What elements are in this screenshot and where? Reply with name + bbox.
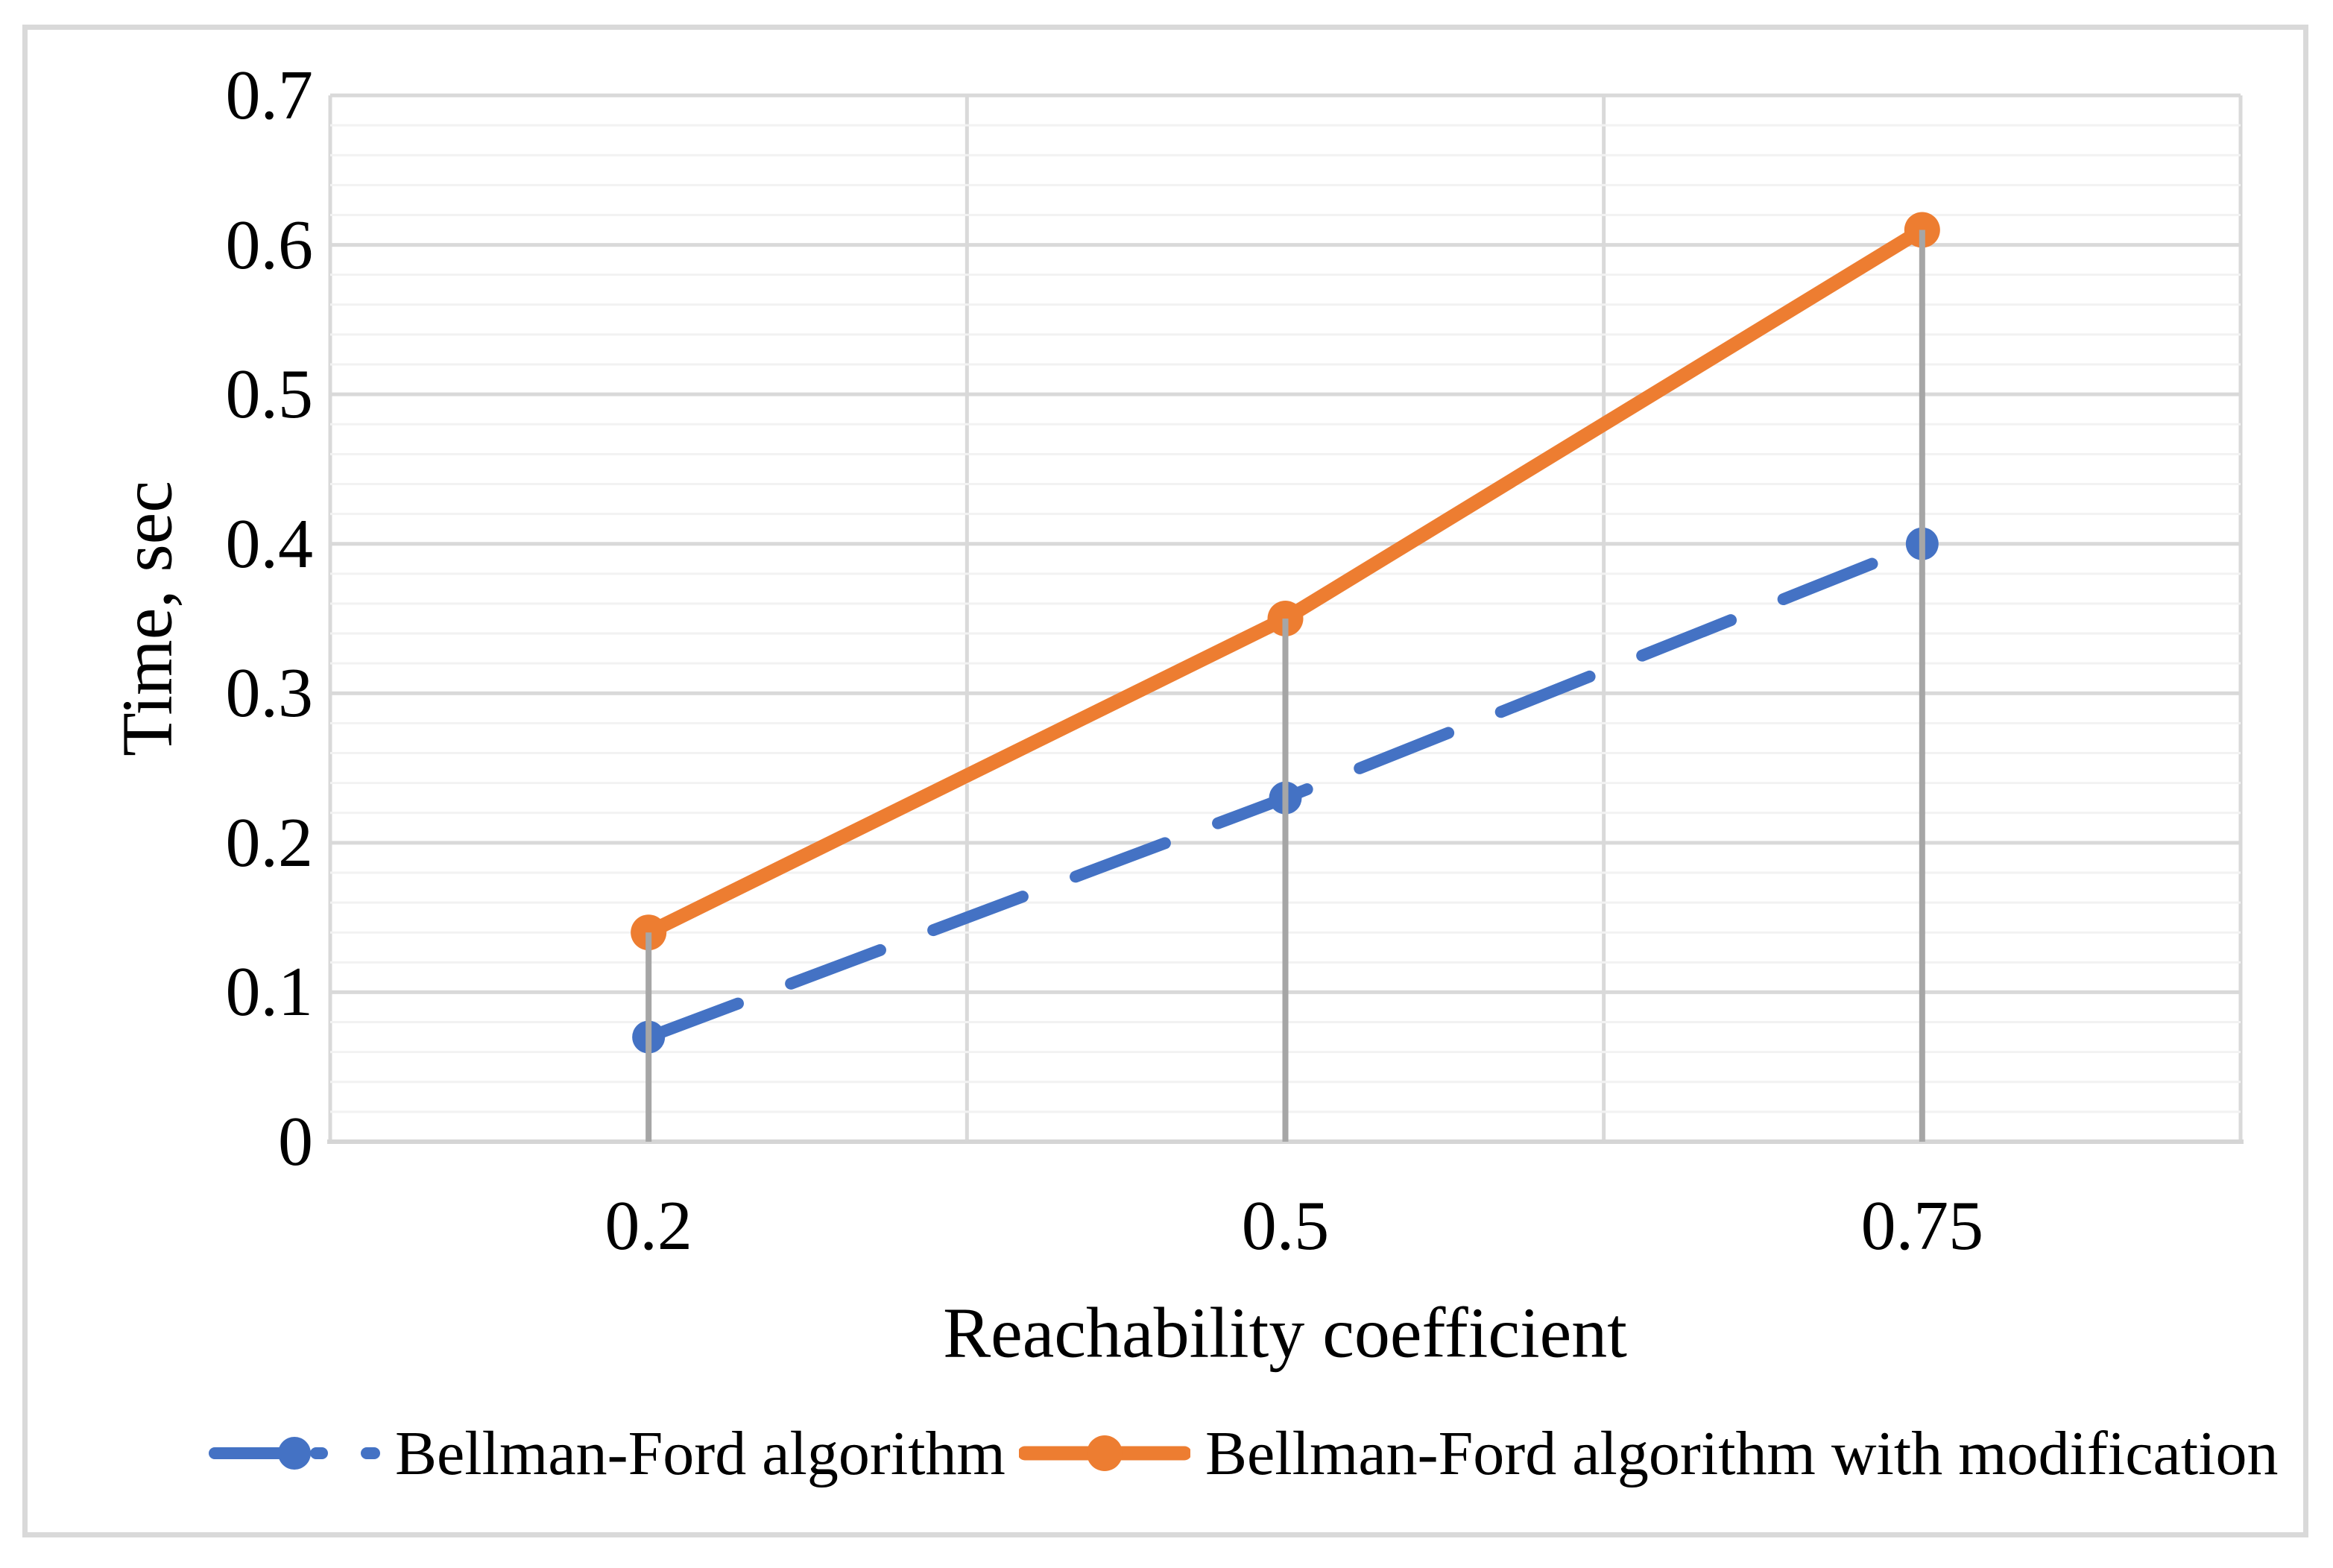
legend-entry: Bellman-Ford algorithm with modification: [1019, 1412, 2278, 1494]
legend-key: [1019, 1435, 1190, 1471]
legend-entry: Bellman-Ford algorithm: [209, 1412, 1006, 1494]
x-tick-label: 0.5: [1241, 1187, 1330, 1265]
legend-label: Bellman-Ford algorithm: [395, 1418, 1006, 1488]
legend-key-marker: [1087, 1435, 1123, 1471]
x-tick-label: 0.75: [1860, 1187, 1984, 1265]
legend-key: [209, 1437, 380, 1470]
y-tick-label: 0.6: [225, 206, 314, 284]
legend-label: Bellman-Ford algorithm with modification: [1205, 1418, 2279, 1488]
legend-key-marker: [278, 1437, 311, 1470]
y-tick-label: 0.3: [225, 654, 314, 733]
y-tick-label: 0.2: [225, 803, 314, 882]
chart-outer-frame: [22, 25, 2308, 1537]
y-tick-label: 0.7: [225, 57, 314, 134]
y-axis-title: Time, sec: [107, 481, 187, 756]
x-axis-title: Reachability coefficient: [943, 1292, 1627, 1373]
y-tick-label: 0: [278, 1103, 313, 1180]
y-tick-label: 0.1: [225, 953, 314, 1031]
y-tick-label: 0.4: [225, 505, 314, 583]
x-tick-label: 0.2: [604, 1187, 692, 1265]
y-tick-label: 0.5: [225, 355, 314, 434]
